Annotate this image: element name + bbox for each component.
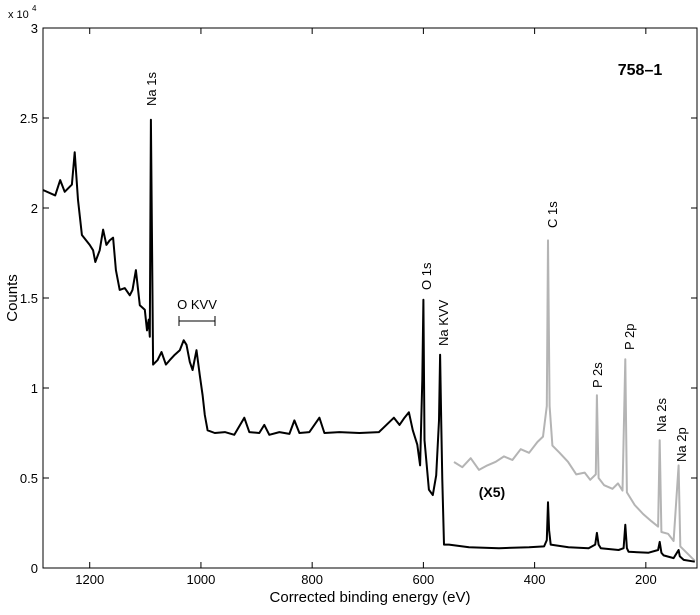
peak-label: Na 2s [654,398,669,432]
y-tick-label: 2.5 [20,111,38,126]
spectrum-line [453,239,696,562]
y-tick-label: 0.5 [20,471,38,486]
y-multiplier: x 10 [8,9,29,21]
y-tick-label: 1.5 [20,291,38,306]
x-tick-label: 1200 [75,572,104,587]
x-tick-label: 800 [301,572,323,587]
x-axis-label: Corrected binding energy (eV) [270,589,471,606]
peak-label: Na KVV [436,299,451,346]
x-tick-label: 600 [413,572,435,587]
spectrum-line [42,118,695,563]
x-tick-label: 200 [635,572,657,587]
y-tick-label: 2 [31,201,38,216]
chart-title: 758–1 [618,62,663,79]
peak-label: Na 1s [144,72,159,106]
okvv-bracket [178,316,216,326]
x-tick-label: 400 [524,572,546,587]
y-tick-label: 3 [31,21,38,36]
y-tick-label: 1 [31,381,38,396]
peak-label: P 2s [590,362,605,388]
peak-label: Na 2p [674,427,689,462]
plot-frame [42,27,698,569]
y-axis-label: Counts [4,274,21,322]
x-tick-label: 1000 [186,572,215,587]
peak-label: P 2p [622,323,637,350]
peak-label: C 1s [545,201,560,228]
y-tick-label: 0 [31,561,38,576]
y-multiplier-exp: 4 [32,4,37,13]
scale-note: (X5) [479,484,505,500]
peak-label: O 1s [419,262,434,290]
peak-label: O KVV [177,297,217,312]
